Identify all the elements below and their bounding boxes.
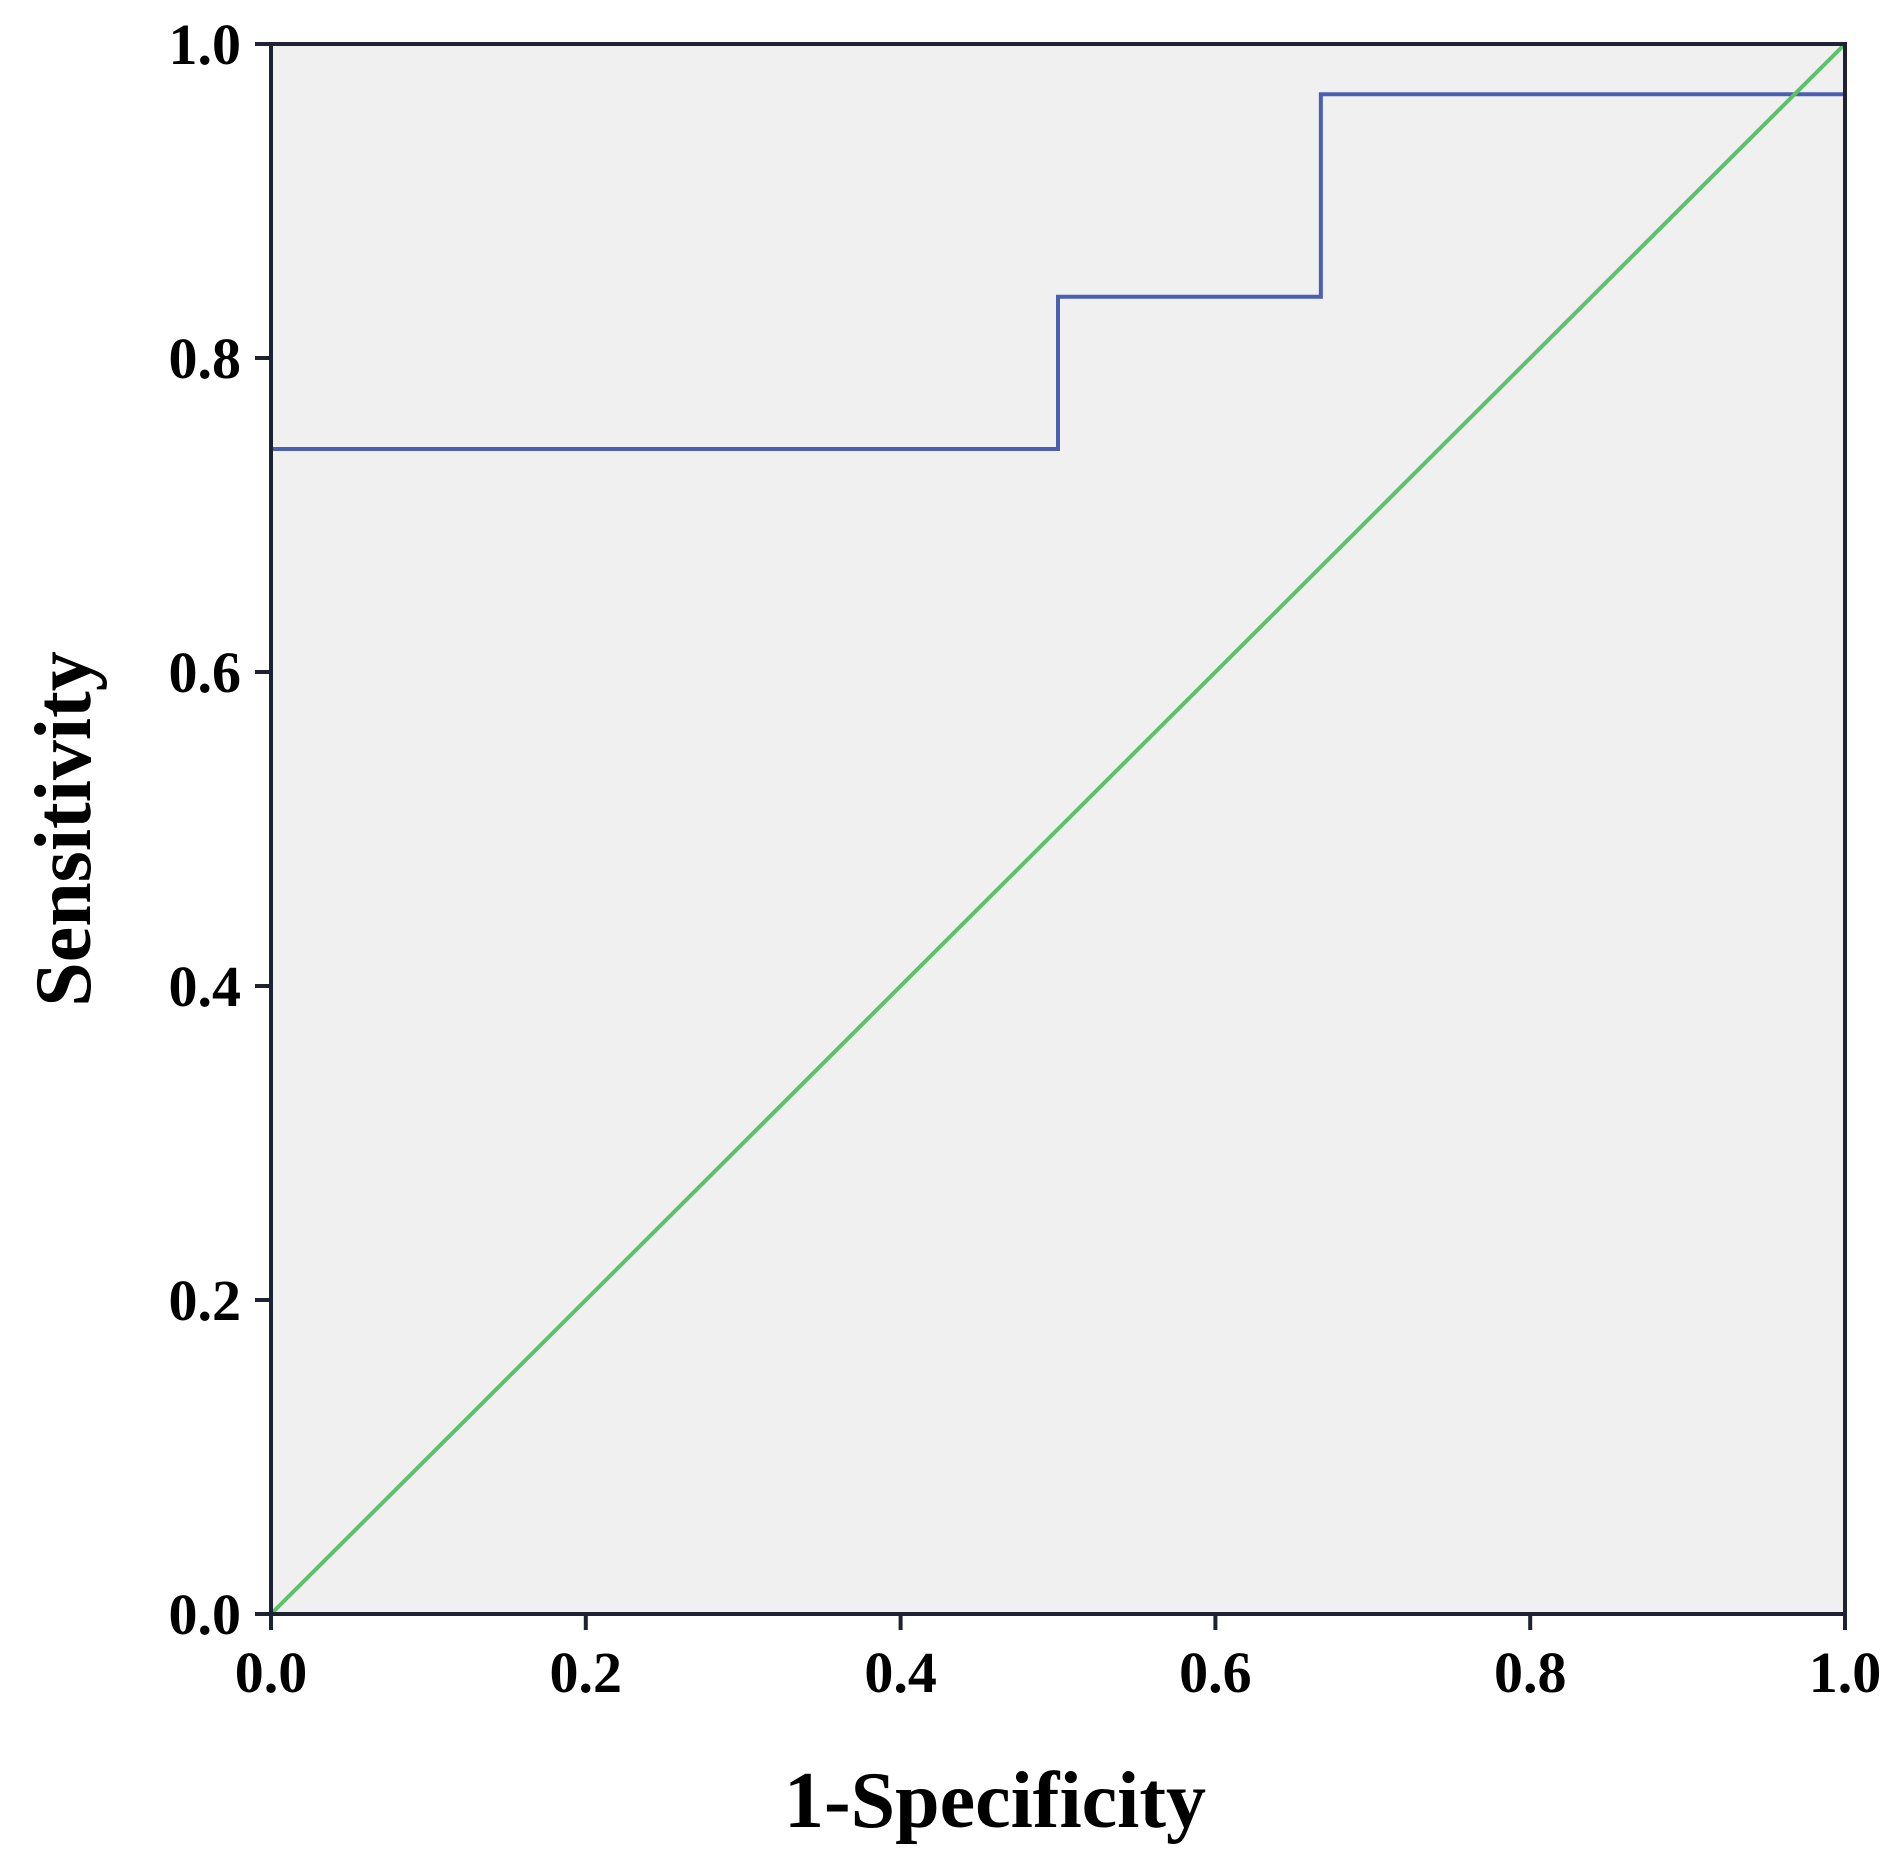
y-tick-label: 0.2 [169, 1268, 242, 1333]
x-tick-label: 0.6 [1179, 1640, 1252, 1705]
y-tick-label: 1.0 [169, 12, 242, 77]
y-tick-label: 0.4 [169, 954, 242, 1019]
x-tick-label: 1.0 [1809, 1640, 1882, 1705]
plot-frame [269, 42, 1847, 1616]
x-axis-ticks: 0.0 0.2 0.4 0.6 0.8 1.0 [235, 1614, 1882, 1705]
x-tick-label: 0.0 [235, 1640, 308, 1705]
y-tick-label: 0.6 [169, 640, 242, 705]
x-tick-label: 0.4 [864, 1640, 937, 1705]
x-tick-label: 0.2 [550, 1640, 623, 1705]
series-layer [269, 42, 1847, 1616]
x-axis-title: 1-Specificity [784, 1757, 1206, 1845]
roc-curve-line [269, 44, 1847, 1614]
y-axis-title: Sensitivity [20, 651, 108, 1007]
reference-diagonal-line [269, 42, 1847, 1616]
y-tick-label: 0.8 [169, 326, 242, 391]
x-tick-label: 0.8 [1494, 1640, 1567, 1705]
y-axis-ticks: 0.0 0.2 0.4 0.6 0.8 1.0 [169, 12, 271, 1647]
y-tick-label: 0.0 [169, 1582, 242, 1647]
